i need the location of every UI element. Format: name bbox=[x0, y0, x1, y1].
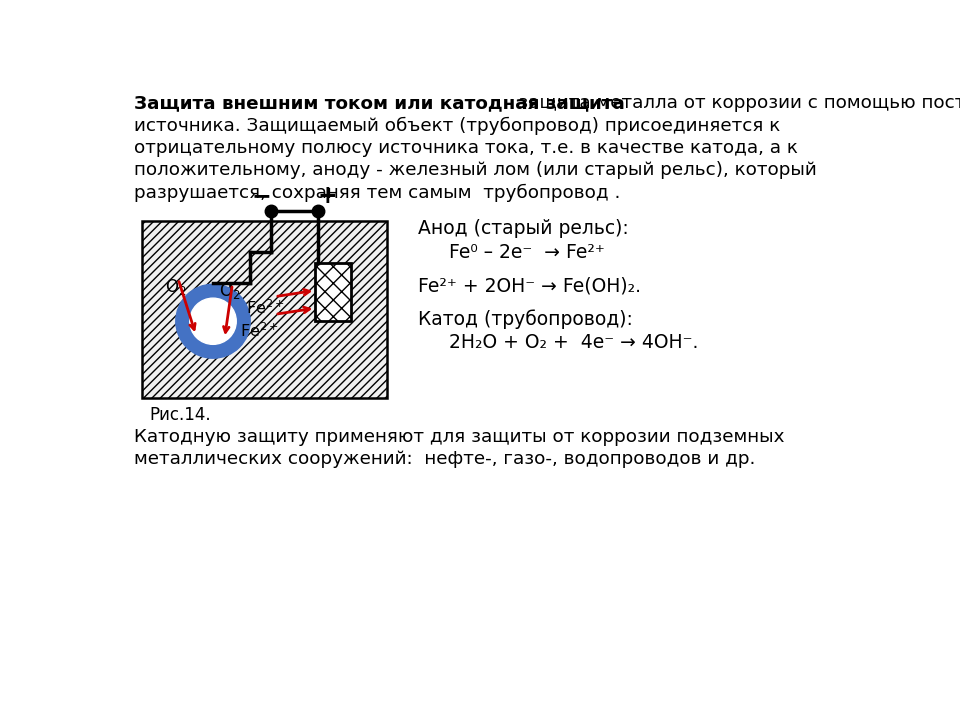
Text: O$_2$: O$_2$ bbox=[219, 282, 241, 301]
Text: 2H₂O + O₂ +  4e⁻ → 4OH⁻.: 2H₂O + O₂ + 4e⁻ → 4OH⁻. bbox=[449, 333, 699, 352]
Circle shape bbox=[176, 284, 251, 359]
Circle shape bbox=[190, 298, 236, 344]
Text: +: + bbox=[317, 184, 337, 208]
Text: O$_2$: O$_2$ bbox=[165, 277, 186, 297]
Text: - защита металла от коррозии с помощью постоянного тока от внешнего: - защита металла от коррозии с помощью п… bbox=[500, 94, 960, 112]
Text: Анод (старый рельс):: Анод (старый рельс): bbox=[419, 219, 629, 238]
Text: Fe$^{2+}$: Fe$^{2+}$ bbox=[240, 321, 278, 340]
Bar bbox=[142, 221, 388, 398]
Text: металлических сооружений:  нефте-, газо-, водопроводов и др.: металлических сооружений: нефте-, газо-,… bbox=[134, 450, 756, 468]
Bar bbox=[315, 264, 351, 321]
Text: Защита внешним током или катодная защита: Защита внешним током или катодная защита bbox=[134, 94, 625, 112]
Text: Fe⁰ – 2e⁻  → Fe²⁺: Fe⁰ – 2e⁻ → Fe²⁺ bbox=[449, 243, 605, 261]
Text: разрушается, сохраняя тем самым  трубопровод .: разрушается, сохраняя тем самым трубопро… bbox=[134, 184, 620, 202]
Text: Катодную защиту применяют для защиты от коррозии подземных: Катодную защиту применяют для защиты от … bbox=[134, 428, 784, 446]
Text: положительному, аноду - железный лом (или старый рельс), который: положительному, аноду - железный лом (ил… bbox=[134, 161, 817, 179]
Text: −: − bbox=[252, 184, 272, 208]
Text: отрицательному полюсу источника тока, т.е. в качестве катода, а к: отрицательному полюсу источника тока, т.… bbox=[134, 139, 798, 157]
Text: источника. Защищаемый объект (трубопровод) присоединяется к: источника. Защищаемый объект (трубопрово… bbox=[134, 117, 780, 135]
Text: Рис.14.: Рис.14. bbox=[150, 406, 211, 424]
Text: Катод (трубопровод):: Катод (трубопровод): bbox=[419, 310, 634, 329]
Text: Fe$^{2+}$: Fe$^{2+}$ bbox=[247, 298, 285, 317]
Text: Fe²⁺ + 2OH⁻ → Fe(OH)₂.: Fe²⁺ + 2OH⁻ → Fe(OH)₂. bbox=[419, 276, 641, 295]
